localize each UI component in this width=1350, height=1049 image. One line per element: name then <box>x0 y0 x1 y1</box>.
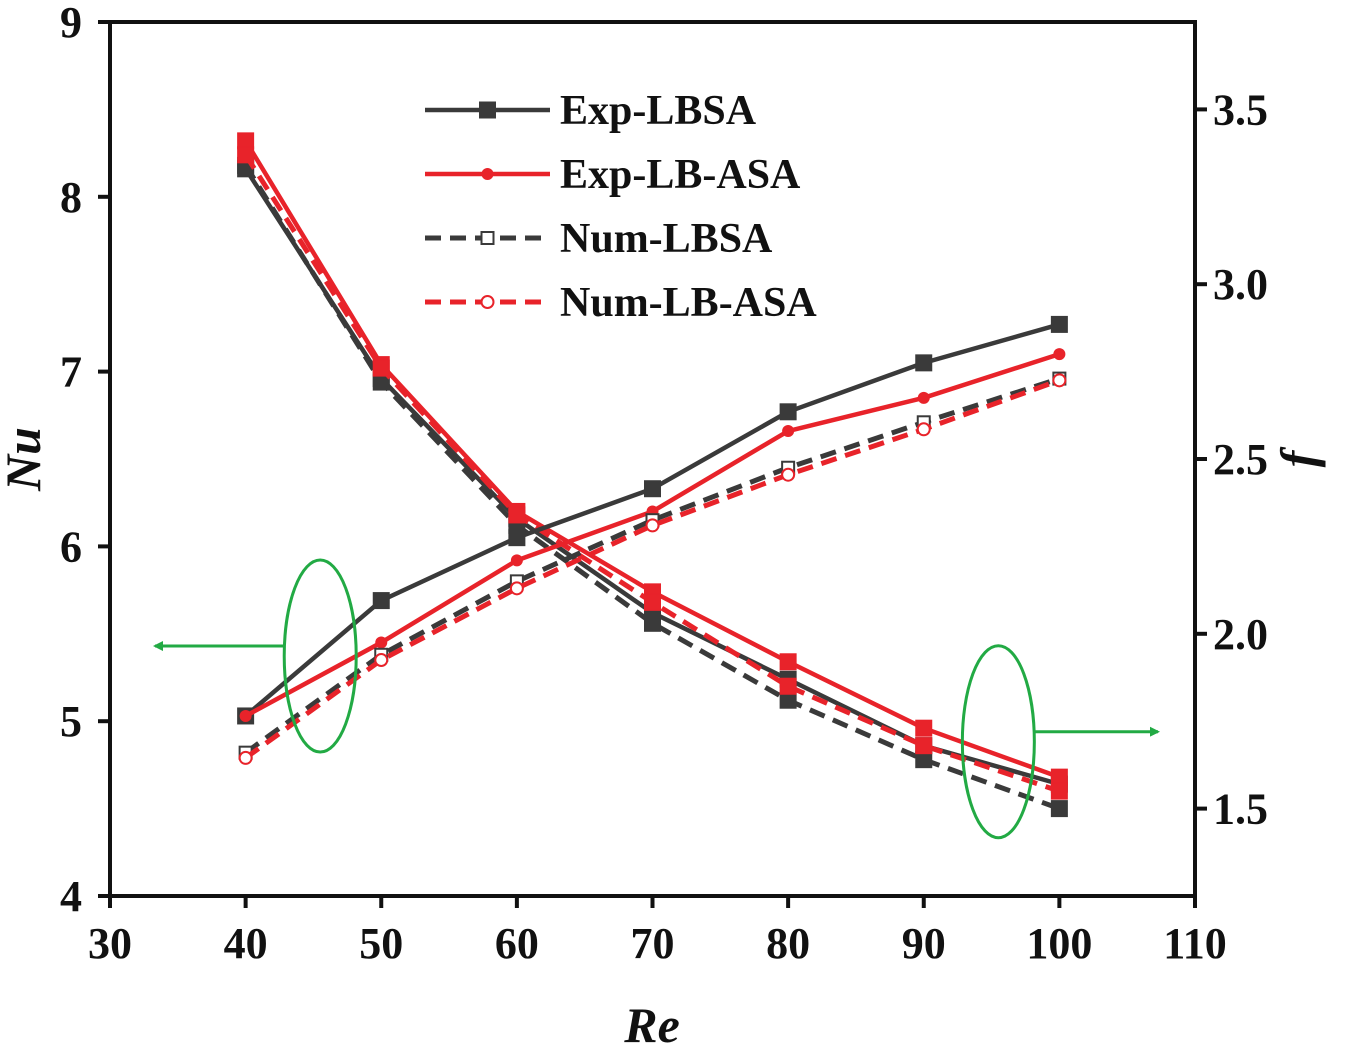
series-exp-lb-asa <box>239 348 1066 722</box>
annotation-ellipse <box>282 558 358 754</box>
legend-item: Exp-LBSA <box>425 88 757 134</box>
data-point <box>915 737 933 755</box>
y-right-tick-label: 3.5 <box>1213 85 1268 134</box>
data-point <box>779 653 797 671</box>
legend-item: Num-LBSA <box>425 216 773 262</box>
data-point <box>644 593 661 611</box>
x-axis-title: Re <box>623 997 680 1049</box>
series-layer <box>237 132 1068 818</box>
y-right-axis-title: f <box>1270 446 1326 467</box>
data-point <box>645 518 660 533</box>
series-num-lb-asa <box>238 373 1067 765</box>
x-tick-label: 40 <box>224 919 268 968</box>
legend-label: Exp-LBSA <box>560 88 757 134</box>
x-tick-label: 80 <box>766 919 810 968</box>
data-point <box>509 581 524 596</box>
data-point <box>782 425 795 438</box>
data-point <box>915 719 933 737</box>
legend-marker <box>480 295 495 309</box>
legend-marker <box>481 168 494 180</box>
data-point <box>237 146 255 164</box>
y-right-tick-label: 1.5 <box>1213 785 1268 834</box>
x-tick-label: 50 <box>359 919 403 968</box>
data-point <box>1050 800 1068 818</box>
data-point <box>1050 315 1068 333</box>
data-point <box>916 422 931 437</box>
data-point <box>779 403 797 421</box>
series-line <box>244 376 1061 755</box>
annotation-ellipse <box>960 644 1036 840</box>
y-left-tick-label: 7 <box>60 348 82 397</box>
y-left-tick-label: 5 <box>60 697 82 746</box>
legend-label: Num-LBSA <box>560 216 773 262</box>
x-tick-label: 30 <box>88 919 132 968</box>
data-point <box>238 750 253 765</box>
x-tick-label: 100 <box>1026 919 1092 968</box>
legend-item: Exp-LB-ASA <box>425 152 801 198</box>
y-right-tick-label: 3.0 <box>1213 260 1268 309</box>
data-point <box>915 354 933 372</box>
y-left-tick-label: 8 <box>60 173 82 222</box>
data-point <box>374 653 389 668</box>
y-right-tick-label: 2.5 <box>1213 435 1268 484</box>
annotation-layer <box>153 558 1160 840</box>
legend: Exp-LBSA Exp-LB-ASA Num-LBSA Num-LB-ASA <box>425 88 817 326</box>
data-point <box>779 677 797 695</box>
data-point <box>510 554 523 567</box>
data-point <box>239 709 252 722</box>
y-right-tick-label: 2.0 <box>1213 610 1268 659</box>
legend-marker <box>480 231 495 245</box>
x-tick-label: 70 <box>631 919 675 968</box>
data-point <box>917 391 930 404</box>
data-point <box>1050 782 1068 800</box>
axes-layer: 30 40 50 60 70 80 90 100 110 4 5 6 7 8 9 1.5 2.0 2.5 3.0 3.… <box>60 0 1268 968</box>
series-line <box>244 377 1061 760</box>
data-point <box>372 592 390 610</box>
y-left-axis-title: Nu <box>0 427 51 492</box>
series-exp-lbsa <box>237 315 1068 725</box>
x-tick-label: 110 <box>1163 919 1227 968</box>
legend-item: Num-LB-ASA <box>425 280 817 326</box>
legend-label: Exp-LB-ASA <box>560 152 801 198</box>
y-left-tick-label: 9 <box>60 0 82 47</box>
data-point <box>781 467 796 482</box>
series-num-lb-asa-f <box>237 146 1068 800</box>
x-tick-label: 90 <box>902 919 946 968</box>
legend-marker <box>479 101 496 119</box>
data-point <box>375 636 388 649</box>
y-left-tick-label: 4 <box>60 872 82 921</box>
data-point <box>372 359 390 377</box>
x-tick-label: 60 <box>495 919 539 968</box>
data-point <box>508 529 526 547</box>
data-point <box>644 614 661 632</box>
legend-label: Num-LB-ASA <box>560 280 817 326</box>
series-num-lbsa <box>238 371 1067 760</box>
y-left-tick-label: 6 <box>60 522 82 571</box>
data-point <box>1053 348 1066 361</box>
data-point <box>644 480 661 498</box>
data-point <box>508 506 526 524</box>
data-point <box>1052 373 1067 388</box>
